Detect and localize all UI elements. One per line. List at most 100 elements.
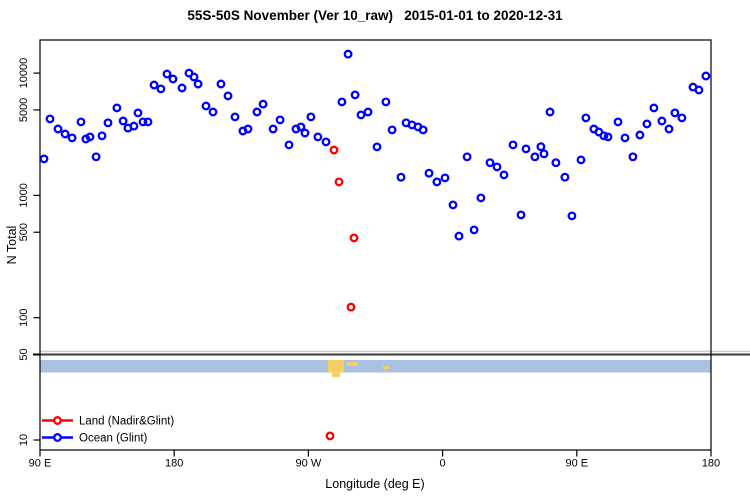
x-axis-tick-label: 180 [702, 458, 720, 470]
legend-marker-icon [53, 416, 62, 425]
data-point-ocean [118, 116, 128, 126]
data-point-ocean [149, 80, 159, 90]
x-axis-tick-label: 180 [165, 458, 183, 470]
data-point-ocean [275, 115, 285, 125]
data-point-ocean [670, 108, 680, 118]
data-point-ocean [576, 155, 586, 165]
data-point-ocean [462, 152, 472, 162]
data-point-ocean [372, 142, 382, 152]
data-point-ocean [156, 84, 166, 94]
data-point-ocean [243, 124, 253, 134]
chart-title: 55S-50S November (Ver 10_raw) 2015-01-01… [187, 8, 563, 23]
data-point-ocean [363, 107, 373, 117]
data-point-ocean [112, 103, 122, 113]
data-point-land [349, 233, 359, 243]
data-point-ocean [268, 124, 278, 134]
data-point-ocean [454, 231, 464, 241]
data-point-ocean [664, 124, 674, 134]
data-point-ocean [485, 158, 495, 168]
data-point-ocean [45, 114, 55, 124]
data-point-ocean [53, 124, 63, 134]
data-point-ocean [508, 140, 518, 150]
data-point-ocean [418, 125, 428, 135]
data-point-ocean [223, 91, 233, 101]
data-point-ocean [440, 173, 450, 183]
map-strip-land-patch [347, 362, 358, 366]
y-axis-tick-label: 5000 [18, 98, 30, 122]
data-point-ocean [300, 128, 310, 138]
data-point-land [334, 177, 344, 187]
data-point-ocean [284, 140, 294, 150]
data-point-land [325, 431, 335, 441]
x-axis-title: Longitude (deg E) [325, 477, 425, 491]
data-point-ocean [701, 71, 711, 81]
data-point-ocean [85, 132, 95, 142]
x-axis-tick-label: 90 W [296, 458, 322, 470]
y-axis-tick-label: 500 [18, 223, 30, 241]
map-strip-land-patch [327, 359, 345, 373]
data-point-ocean [296, 122, 306, 132]
data-point-land [346, 302, 356, 312]
data-point-ocean [321, 137, 331, 147]
data-point-land [329, 145, 339, 155]
y-axis-tick-label: 50 [18, 348, 30, 360]
data-point-ocean [162, 69, 172, 79]
data-point-ocean [189, 72, 199, 82]
data-point-ocean [424, 168, 434, 178]
data-point-ocean [356, 110, 366, 120]
data-point-ocean [387, 125, 397, 135]
data-point-ocean [343, 49, 353, 59]
map-strip-land-patch [331, 372, 341, 378]
data-point-ocean [628, 152, 638, 162]
data-point-ocean [133, 108, 143, 118]
data-point-ocean [381, 97, 391, 107]
data-point-ocean [613, 117, 623, 127]
data-point-ocean [201, 101, 211, 111]
data-point-ocean [129, 121, 139, 131]
data-point-ocean [103, 118, 113, 128]
data-point-ocean [313, 132, 323, 142]
y-axis-tick-label: 10000 [18, 58, 30, 89]
data-point-ocean [603, 132, 613, 142]
data-point-ocean [620, 133, 630, 143]
data-point-ocean [499, 170, 509, 180]
legend-label: Land (Nadir&Glint) [79, 416, 174, 428]
data-point-ocean [567, 211, 577, 221]
data-point-ocean [216, 79, 226, 89]
data-point-ocean [657, 116, 667, 126]
data-point-ocean [337, 97, 347, 107]
data-point-ocean [545, 107, 555, 117]
data-point-ocean [350, 90, 360, 100]
map-strip-ocean-band [40, 359, 711, 373]
data-point-ocean [642, 119, 652, 129]
data-point-ocean [649, 103, 659, 113]
x-axis-tick-label: 90 E [565, 458, 588, 470]
data-point-ocean [396, 172, 406, 182]
y-axis-tick-label: 1000 [18, 183, 30, 207]
data-point-ocean [635, 130, 645, 140]
data-point-ocean [539, 149, 549, 159]
data-point-ocean [258, 99, 268, 109]
legend-label: Ocean (Glint) [79, 433, 148, 445]
data-point-ocean [432, 177, 442, 187]
data-point-ocean [193, 79, 203, 89]
data-point-ocean [469, 225, 479, 235]
data-point-ocean [599, 131, 609, 141]
data-point-ocean [252, 107, 262, 117]
legend-marker-icon [53, 433, 62, 442]
data-point-ocean [230, 112, 240, 122]
data-point-ocean [448, 200, 458, 210]
data-point-ocean [168, 74, 178, 84]
y-axis-tick-label: 100 [18, 309, 30, 327]
data-point-ocean [476, 193, 486, 203]
x-axis-tick-label: 0 [440, 458, 446, 470]
data-point-ocean [91, 152, 101, 162]
data-point-ocean [551, 158, 561, 168]
data-point-ocean [677, 113, 687, 123]
data-point-ocean [76, 117, 86, 127]
data-point-ocean [67, 133, 77, 143]
data-point-ocean [208, 107, 218, 117]
data-point-ocean [138, 117, 148, 127]
